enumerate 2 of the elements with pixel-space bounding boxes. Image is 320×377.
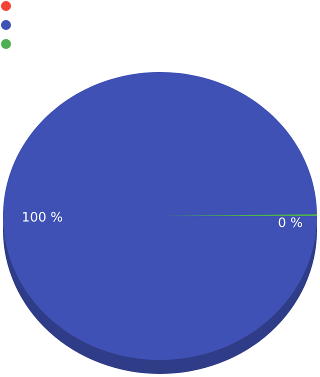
data-label: 100 % <box>22 210 63 226</box>
data-label: 0 % <box>278 216 303 232</box>
